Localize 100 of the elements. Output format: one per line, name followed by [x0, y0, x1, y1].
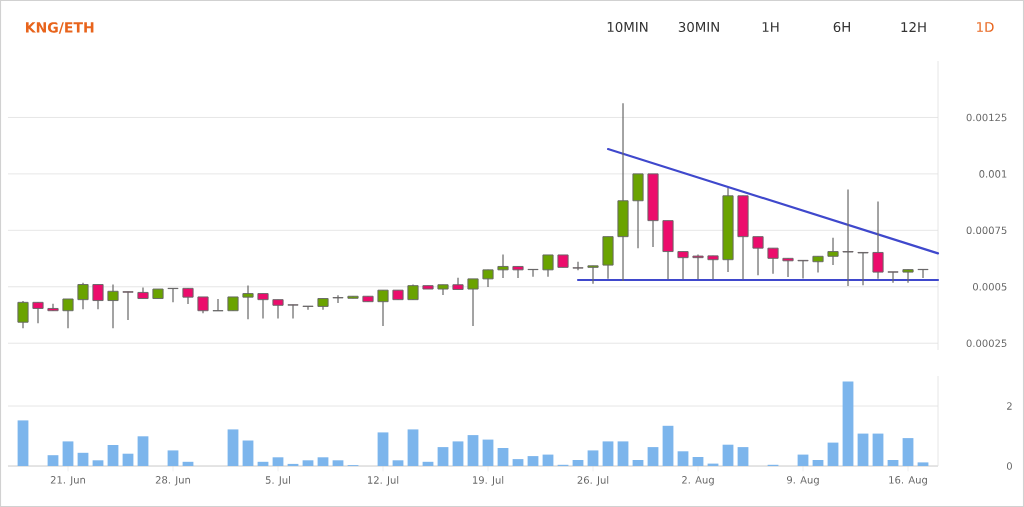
candlestick	[242, 284, 254, 320]
candlestick	[527, 268, 539, 278]
bar	[662, 425, 674, 466]
candlestick	[32, 301, 44, 324]
candlestick	[272, 299, 284, 319]
candlestick	[587, 265, 599, 285]
x-tick-label: 16. Aug	[889, 476, 927, 486]
candlestick	[752, 236, 764, 276]
bar	[92, 460, 104, 466]
candlestick	[542, 254, 554, 278]
x-tick-label: 21. Jun	[50, 476, 86, 486]
y-tick-label: 0.00075	[966, 226, 1007, 235]
bar	[77, 452, 89, 466]
bar	[902, 438, 914, 466]
bar	[857, 433, 869, 466]
candlestick	[917, 268, 929, 279]
bar	[302, 460, 314, 466]
candlestick	[77, 282, 89, 310]
candlestick	[287, 304, 299, 319]
candlestick	[782, 257, 794, 278]
bar	[497, 448, 509, 466]
bar	[62, 441, 74, 466]
x-tick-label: 9. Aug	[786, 476, 819, 486]
bar	[692, 457, 704, 466]
candlestick	[572, 261, 584, 271]
candlestick	[302, 305, 314, 311]
candlestick	[377, 289, 389, 327]
text: 10MIN	[607, 21, 648, 33]
bar	[812, 460, 824, 466]
text: 30MIN	[678, 21, 719, 33]
x-tick-label: 12. Jul	[368, 476, 399, 486]
candlestick	[212, 298, 224, 312]
candlestick	[707, 255, 719, 280]
bar	[407, 429, 419, 466]
bar	[47, 455, 59, 466]
bar	[17, 420, 29, 466]
bar	[377, 432, 389, 466]
candlestick	[677, 250, 689, 280]
bar	[482, 439, 494, 466]
x-tick-label: 2. Aug	[682, 476, 714, 486]
bar	[647, 447, 659, 466]
bar	[872, 433, 884, 466]
bar	[512, 459, 524, 466]
text: 6H	[833, 21, 850, 33]
candlestick	[257, 292, 269, 319]
bar	[452, 441, 464, 466]
candlestick	[167, 287, 179, 303]
y-tick-label: 0.001	[979, 170, 1007, 178]
y-tick-label: 0.0005	[972, 283, 1007, 291]
candlestick	[92, 283, 104, 310]
candlestick	[332, 294, 344, 304]
x-tick-label: 19. Jul	[473, 476, 504, 486]
bar	[107, 445, 119, 466]
bar	[437, 447, 449, 466]
bar	[587, 450, 599, 466]
y-tick-label: 0.00025	[966, 339, 1007, 348]
bar	[332, 460, 344, 466]
candlestick	[467, 278, 479, 327]
x-tick-label: 28. Jun	[155, 476, 191, 486]
bar	[317, 457, 329, 466]
x-tick-label: 26. Jul	[577, 476, 609, 486]
bar	[242, 440, 254, 466]
candlestick	[497, 253, 509, 279]
bar	[827, 442, 839, 466]
candlestick	[902, 269, 914, 284]
candlestick	[692, 253, 704, 280]
candlestick	[857, 251, 869, 286]
bar	[467, 435, 479, 466]
bar	[617, 441, 629, 466]
candlestick	[767, 247, 779, 275]
candlestick	[62, 298, 74, 329]
candlestick	[842, 188, 854, 287]
candlestick	[887, 271, 899, 284]
bar	[677, 451, 689, 466]
bar	[602, 441, 614, 466]
bar	[122, 453, 134, 466]
bar	[227, 429, 239, 466]
bar	[722, 444, 734, 466]
bar	[572, 460, 584, 466]
candlestick	[872, 200, 884, 280]
candlestick	[812, 255, 824, 274]
y-tick-label: 2	[1007, 402, 1012, 410]
chart-title: KNG/ETH	[25, 22, 94, 34]
text: 1H	[762, 22, 779, 32]
bar	[842, 381, 854, 466]
text: 1D	[977, 22, 994, 32]
bar	[272, 457, 284, 466]
candlestick	[17, 300, 29, 329]
candlestick	[512, 265, 524, 279]
y-tick-label: 0	[1006, 462, 1012, 470]
bar	[737, 447, 749, 466]
bar	[632, 460, 644, 466]
bar	[392, 460, 404, 466]
bar	[527, 456, 539, 466]
candlestick	[827, 237, 839, 266]
y-tick-label: 0.00125	[966, 113, 1007, 122]
bar	[887, 460, 899, 466]
candlestick	[107, 283, 119, 329]
bar	[917, 462, 929, 466]
candlestick	[122, 291, 134, 321]
